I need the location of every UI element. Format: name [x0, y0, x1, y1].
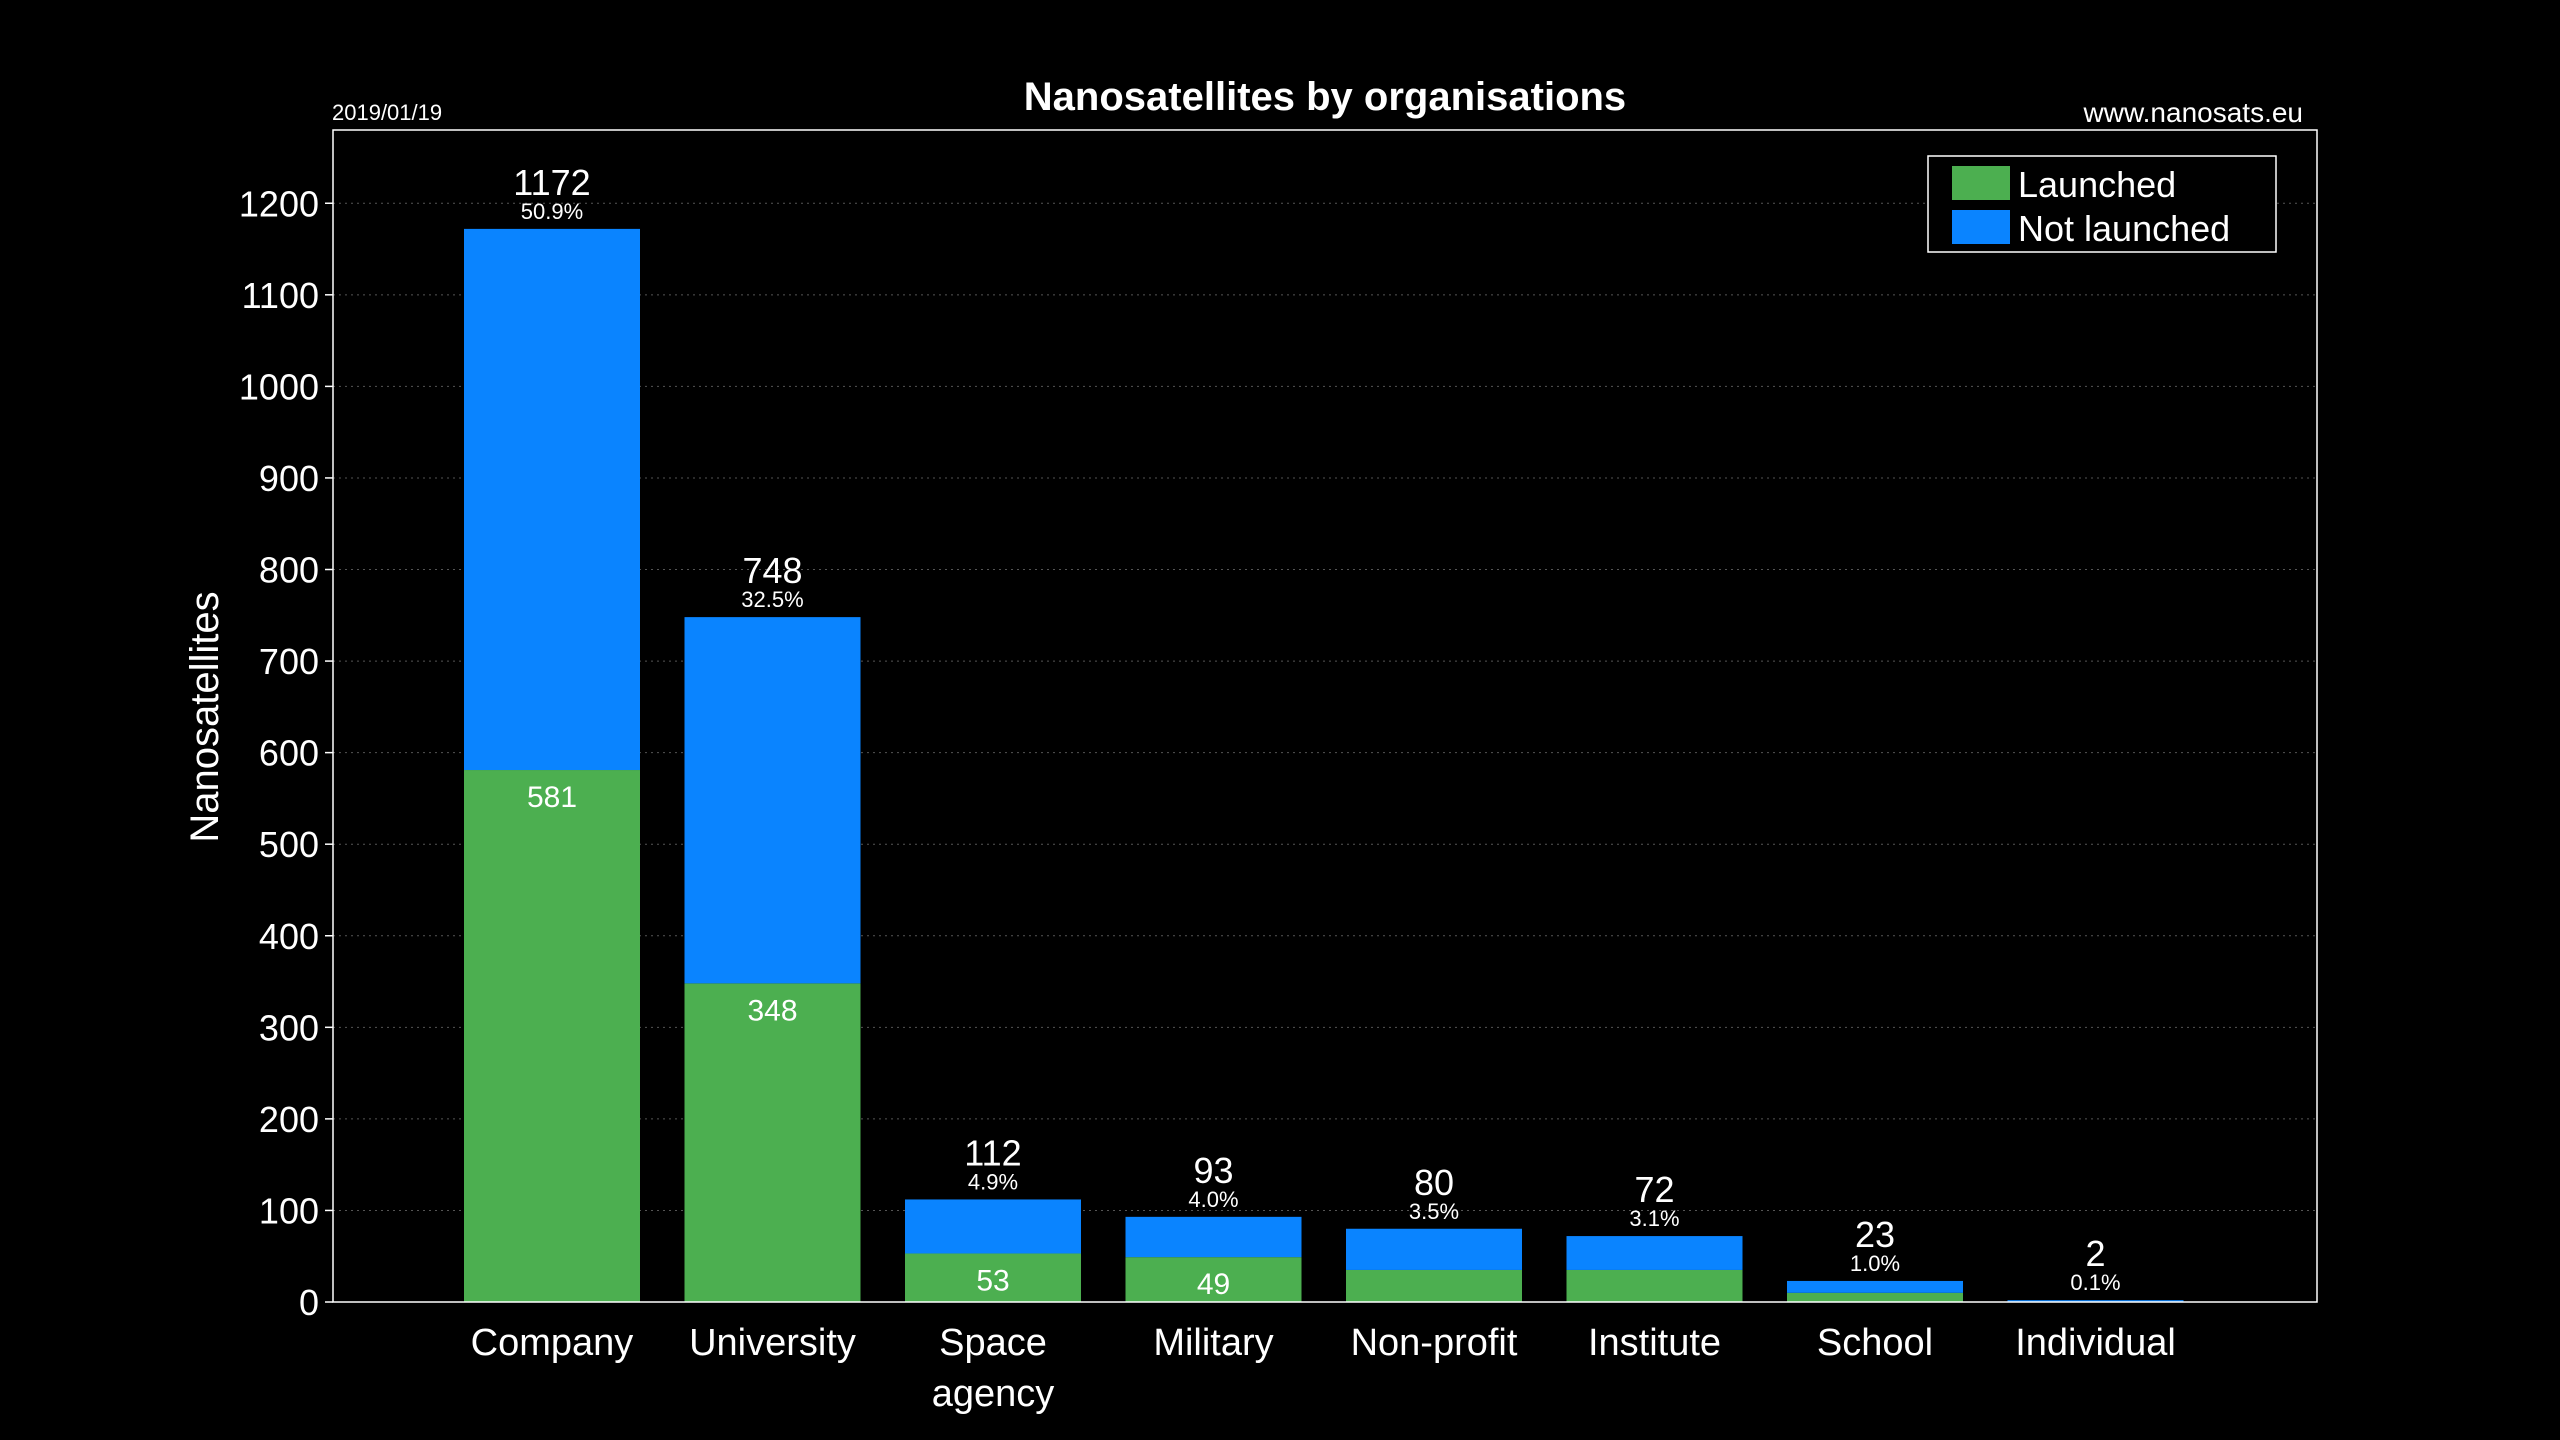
bar-not-launched: [2007, 1300, 2184, 1302]
y-tick-label: 600: [259, 733, 319, 774]
bar-not-launched: [1125, 1216, 1302, 1258]
percentage-label: 50.9%: [521, 199, 583, 224]
x-category-label: Non-profit: [1351, 1322, 1518, 1364]
launched-value-label: 348: [747, 994, 797, 1027]
x-category-label: Space: [939, 1322, 1047, 1364]
total-label: 1172: [513, 162, 590, 203]
launched-value-label: 53: [976, 1264, 1009, 1297]
y-axis-label: Nanosatellites: [183, 591, 227, 842]
x-category-label: agency: [932, 1373, 1055, 1415]
total-label: 2: [2085, 1233, 2105, 1274]
total-label: 80: [1414, 1162, 1454, 1203]
percentage-label: 3.1%: [1629, 1206, 1679, 1231]
bar-launched: [684, 983, 861, 1302]
bar-launched: [1787, 1292, 1963, 1302]
bar-launched: [464, 770, 640, 1302]
bar-not-launched: [905, 1199, 1081, 1254]
y-tick-label: 1100: [242, 275, 319, 316]
chart-source: www.nanosats.eu: [2083, 97, 2303, 128]
y-tick-label: 100: [259, 1190, 319, 1231]
x-category-label: University: [689, 1322, 856, 1364]
percentage-label: 4.0%: [1188, 1187, 1238, 1212]
total-label: 112: [964, 1132, 1021, 1173]
plot-frame: [332, 129, 2318, 1303]
y-tick-label: 200: [259, 1099, 319, 1140]
bar-launched: [1346, 1269, 1522, 1302]
y-tick-label: 1200: [239, 183, 319, 224]
total-label: 23: [1855, 1214, 1895, 1255]
percentage-label: 4.9%: [968, 1169, 1018, 1194]
x-category-label: Company: [471, 1322, 634, 1364]
legend-swatch-launched: [1952, 166, 2010, 200]
y-axis-ticks: 0 100 200 300 400 500 600 700 800 900 1000 1100 1200: [239, 183, 333, 1323]
launched-value-label: 581: [527, 781, 577, 814]
percentage-label: 32.5%: [741, 587, 803, 612]
x-category-label: Institute: [1588, 1322, 1721, 1364]
bar-launched: [1566, 1269, 1743, 1302]
bar-launched: [905, 1253, 1081, 1302]
bar-not-launched: [464, 228, 640, 771]
bar-not-launched: [684, 617, 861, 984]
y-tick-label: 800: [259, 550, 319, 591]
percentage-label: 1.0%: [1850, 1251, 1900, 1276]
bars: [464, 228, 2184, 1302]
y-tick-label: 700: [259, 641, 319, 682]
chart-title: Nanosatellites by organisations: [1024, 75, 1626, 119]
total-label: 748: [742, 550, 802, 591]
total-label: 72: [1634, 1169, 1674, 1210]
x-category-label: Individual: [2015, 1322, 2176, 1364]
percentage-label: 3.5%: [1409, 1199, 1459, 1224]
grid: [333, 202, 2317, 1211]
bar-not-launched: [1566, 1236, 1743, 1270]
legend-label-launched: Launched: [2018, 164, 2176, 205]
y-tick-label: 300: [259, 1007, 319, 1048]
bar-launched: [1125, 1257, 1302, 1302]
bar-not-launched: [1787, 1280, 1963, 1293]
percentage-label: 0.1%: [2070, 1270, 2120, 1295]
y-tick-label: 900: [259, 458, 319, 499]
legend: Launched Not launched: [1927, 155, 2277, 253]
y-tick-label: 0: [299, 1282, 319, 1323]
x-category-label: School: [1817, 1322, 1933, 1364]
y-tick-label: 1000: [239, 366, 319, 407]
x-category-label: Military: [1153, 1322, 1273, 1364]
y-tick-label: 500: [259, 824, 319, 865]
bar-not-launched: [1346, 1228, 1522, 1270]
chart-date: 2019/01/19: [332, 100, 442, 125]
x-axis-categories: Company University Space agency Military Non-…: [471, 1322, 2176, 1415]
total-label: 93: [1193, 1150, 1233, 1191]
y-tick-label: 400: [259, 916, 319, 957]
legend-label-not-launched: Not launched: [2018, 208, 2230, 249]
launched-value-label: 49: [1197, 1268, 1230, 1301]
legend-swatch-not-launched: [1952, 210, 2010, 244]
